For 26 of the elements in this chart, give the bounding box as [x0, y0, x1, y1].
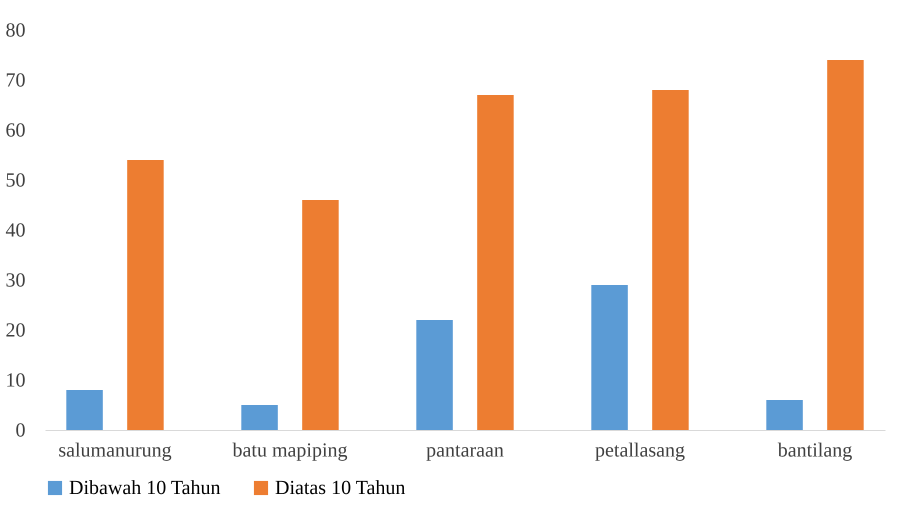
bar	[591, 285, 628, 430]
y-tick-label: 80	[6, 20, 26, 42]
y-tick-label: 60	[6, 120, 26, 142]
y-tick-label: 40	[6, 220, 26, 242]
bar	[127, 160, 164, 430]
y-tick-label: 20	[6, 320, 26, 342]
x-tick-label: bantilang	[778, 440, 852, 462]
y-tick-label: 30	[6, 270, 26, 292]
y-tick-label: 10	[6, 370, 26, 392]
y-tick-label: 50	[6, 170, 26, 192]
legend-label: Dibawah 10 Tahun	[69, 477, 221, 499]
legend-label: Diatas 10 Tahun	[275, 477, 406, 499]
bar	[66, 390, 103, 430]
x-tick-label: batu mapiping	[232, 440, 348, 462]
bar	[416, 320, 453, 430]
bar	[827, 60, 864, 430]
bar	[302, 200, 339, 430]
x-tick-label: petallasang	[595, 440, 685, 462]
bar	[652, 90, 689, 430]
bar	[241, 405, 278, 430]
x-tick-label: pantaraan	[426, 440, 504, 462]
x-tick-label: salumanurung	[58, 440, 172, 462]
y-tick-label: 70	[6, 70, 26, 92]
bar	[766, 400, 803, 430]
bar	[477, 95, 514, 430]
y-tick-label: 0	[16, 420, 26, 442]
